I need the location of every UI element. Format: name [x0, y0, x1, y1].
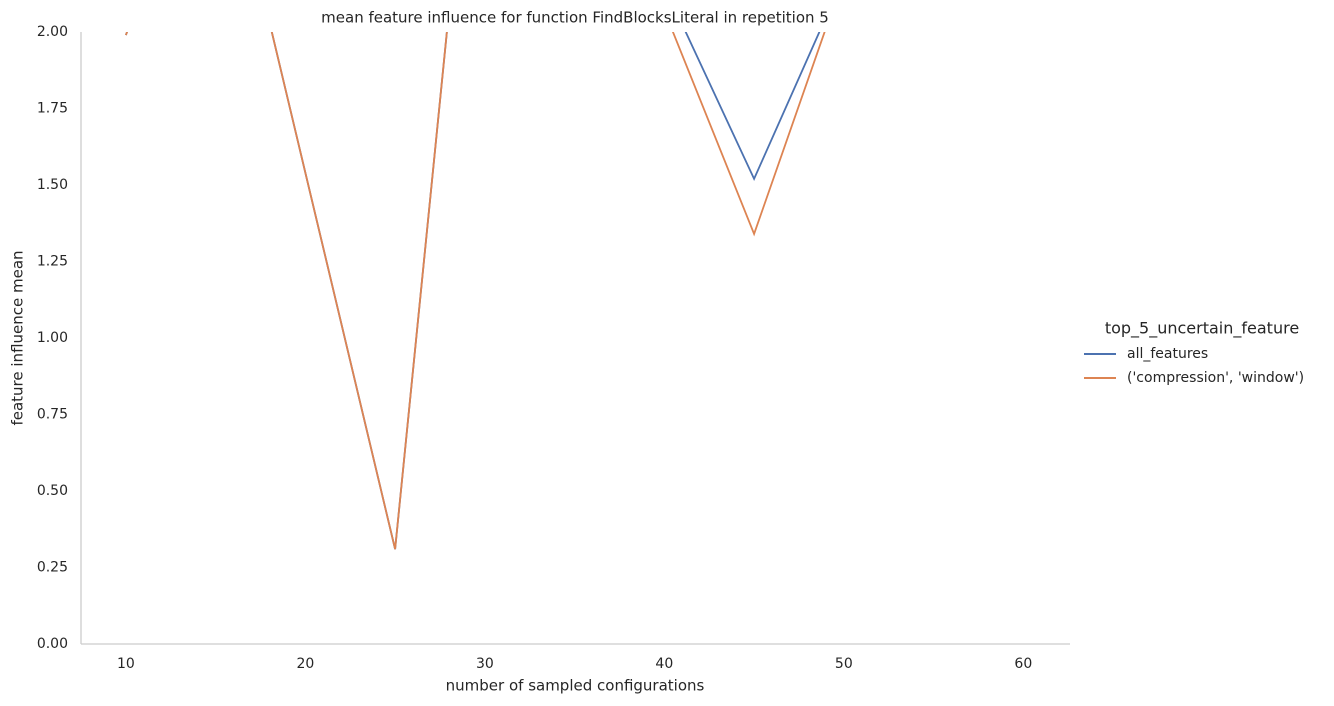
x-tick-label: 30: [476, 656, 494, 672]
y-tick-label: 1.25: [37, 254, 68, 270]
y-tick-label: 0.75: [37, 407, 68, 423]
y-axis-label: feature influence mean: [9, 250, 27, 425]
legend-title: top_5_uncertain_feature: [1105, 319, 1299, 339]
chart-title: mean feature influence for function Find…: [321, 9, 829, 27]
legend-label: ('compression', 'window'): [1127, 370, 1304, 386]
x-tick-label: 20: [296, 656, 314, 672]
x-tick-label: 40: [655, 656, 673, 672]
y-tick-label: 1.50: [37, 177, 68, 193]
line: [125, 32, 826, 550]
y-tick-label: 0.00: [37, 636, 68, 652]
y-tick-label: 2.00: [37, 24, 68, 40]
y-tick-label: 1.75: [37, 101, 68, 117]
y-tick-label: 1.00: [37, 330, 68, 346]
line: [125, 32, 821, 550]
legend-label: all_features: [1127, 346, 1208, 362]
x-tick-label: 60: [1014, 656, 1032, 672]
x-tick-label: 50: [835, 656, 853, 672]
plot-area: [125, 32, 826, 550]
x-tick-label: 10: [117, 656, 135, 672]
y-tick-label: 0.25: [37, 560, 68, 576]
y-tick-label: 0.50: [37, 483, 68, 499]
x-axis-label: number of sampled configurations: [446, 677, 705, 695]
